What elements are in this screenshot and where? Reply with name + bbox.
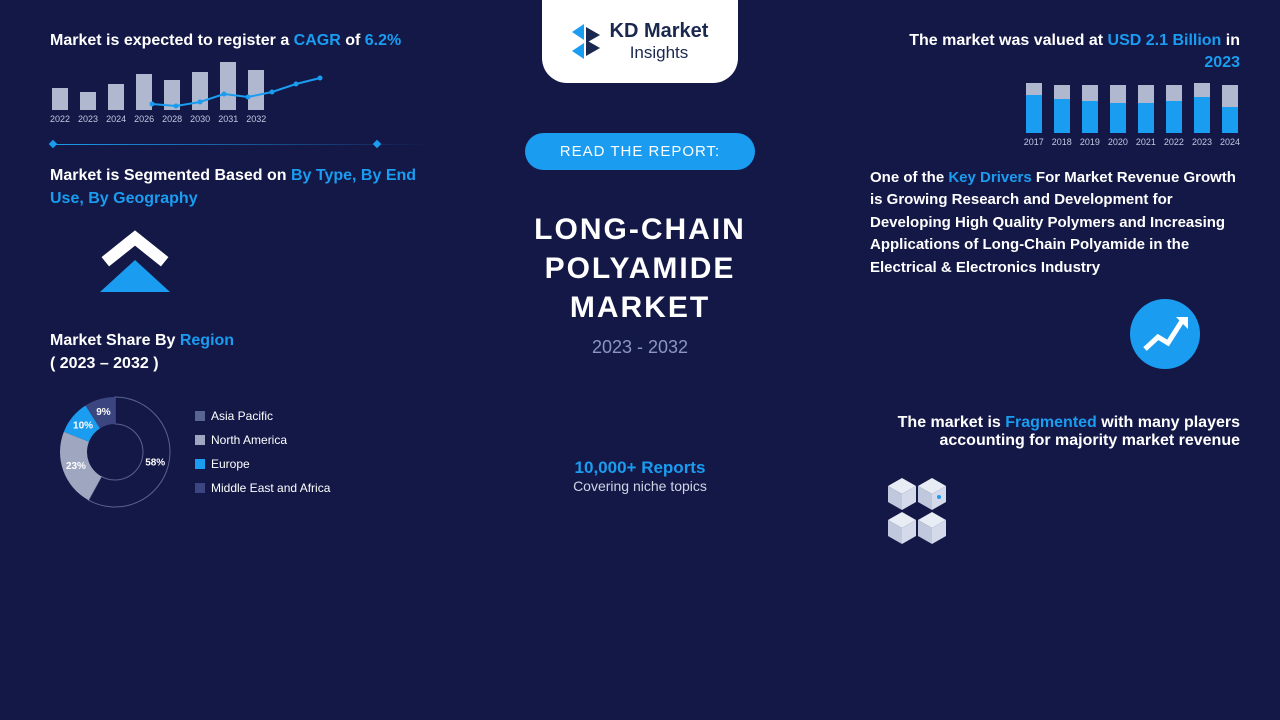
cagr-text: Market is expected to register a CAGR of… <box>50 30 430 52</box>
main-title: LONG-CHAIN POLYAMIDE MARKET <box>470 210 810 327</box>
center-column: KD MarketInsights READ THE REPORT: LONG-… <box>470 0 810 494</box>
logo-sub: Insights <box>610 43 709 63</box>
segment-pre: Market is Segmented Based on <box>50 167 291 184</box>
year-range: 2023 - 2032 <box>470 337 810 358</box>
fragmented-text: The market is Fragmented with many playe… <box>870 414 1240 450</box>
cagr-pre: Market is expected to register a <box>50 32 294 49</box>
logo-brand: KD Market <box>610 20 709 42</box>
cagr-value: 6.2% <box>365 32 401 49</box>
valued-in: in <box>1221 32 1240 49</box>
pie-section: 58% 23% 10%9% Asia PacificNorth AmericaEur… <box>50 387 430 517</box>
reports-sub: Covering niche topics <box>470 478 810 494</box>
drivers-highlight: Key Drivers <box>948 169 1031 186</box>
svg-text:23%: 23% <box>66 461 86 472</box>
read-report-button[interactable]: READ THE REPORT: <box>525 133 755 170</box>
valued-highlight: USD 2.1 Billion <box>1108 32 1222 49</box>
right-column: The market was valued at USD 2.1 Billion… <box>870 30 1240 550</box>
cagr-of: of <box>341 32 365 49</box>
growth-icon <box>870 299 1200 374</box>
donut-chart: 58% 23% 10%9% <box>50 387 180 517</box>
triangle-up-icon <box>90 230 430 300</box>
left-column: Market is expected to register a CAGR of… <box>50 30 430 517</box>
drivers-pre: One of the <box>870 169 948 186</box>
share-highlight: Region <box>180 332 234 349</box>
svg-text:10%: 10% <box>73 421 93 432</box>
logo-icon <box>572 24 602 59</box>
logo: KD MarketInsights <box>572 20 709 63</box>
reports-count: 10,000+ Reports <box>470 458 810 478</box>
share-years: ( 2023 – 2032 ) <box>50 355 159 372</box>
cagr-label: CAGR <box>294 32 341 49</box>
segment-text: Market is Segmented Based on By Type, By… <box>50 165 430 210</box>
frag-pre: The market is <box>898 414 1006 431</box>
valued-text: The market was valued at USD 2.1 Billion… <box>870 30 1240 75</box>
cagr-bar-chart: 20222023202420262028203020312032 <box>50 64 430 124</box>
drivers-text: One of the Key Drivers For Market Revenu… <box>870 167 1240 280</box>
valued-year: 2023 <box>1204 54 1240 71</box>
pie-legend: Asia PacificNorth AmericaEuropeMiddle Ea… <box>195 404 330 500</box>
cubes-icon <box>870 470 1200 550</box>
valued-pre: The market was valued at <box>909 32 1107 49</box>
logo-box: KD MarketInsights <box>542 0 739 83</box>
svg-text:58%: 58% <box>145 457 165 468</box>
divider-icon <box>50 144 430 145</box>
svg-text:9%: 9% <box>96 407 111 418</box>
valuation-bar-chart: 20172018201920202021202220232024 <box>870 87 1240 147</box>
share-pre: Market Share By <box>50 332 180 349</box>
frag-highlight: Fragmented <box>1005 414 1097 431</box>
share-text: Market Share By Region ( 2023 – 2032 ) <box>50 330 430 375</box>
